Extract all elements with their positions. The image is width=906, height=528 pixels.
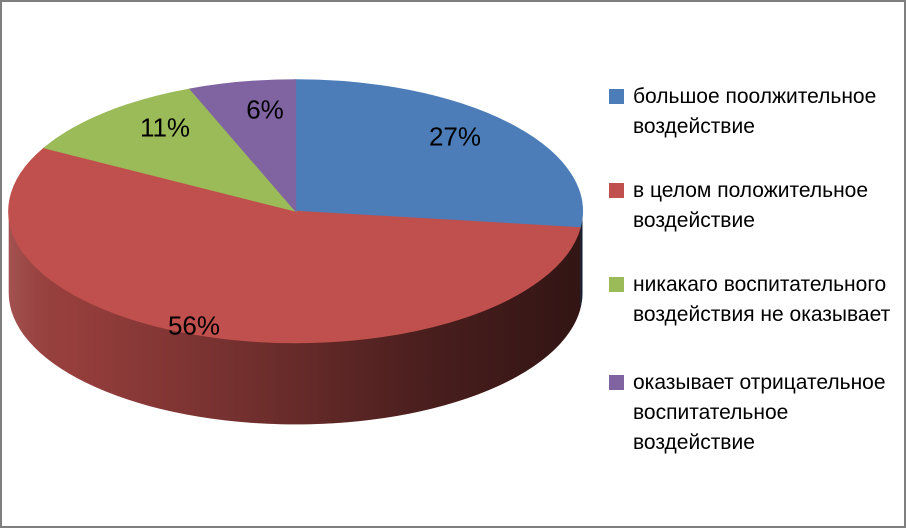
slice-label-red: 56% (167, 310, 221, 341)
legend-label-purple: оказывает отрицательное воспитательное в… (633, 371, 886, 454)
legend-label-blue: большое поолжительное воздействие (633, 85, 877, 138)
legend-marker-blue-icon (609, 89, 624, 104)
pie-top-face (8, 79, 583, 344)
legend-label-green: никакаго воспитательного воздействия не … (633, 273, 891, 326)
slice-label-purple: 6% (246, 94, 284, 125)
legend-marker-green-icon (609, 277, 624, 292)
legend: большое поолжительное воздействие в цело… (609, 2, 904, 526)
legend-item-red: в целом положительное воздействие (609, 176, 868, 236)
legend-marker-purple-icon (609, 375, 624, 390)
legend-marker-red-icon (609, 183, 624, 198)
pie-side-3d (8, 211, 583, 425)
slice-label-green: 11% (139, 112, 191, 143)
legend-item-blue: большое поолжительное воздействие (609, 82, 876, 142)
slice-label-blue: 27% (428, 121, 482, 152)
legend-label-red: в целом положительное воздействие (633, 179, 869, 232)
legend-item-purple: оказывает отрицательное воспитательное в… (609, 368, 886, 458)
legend-item-green: никакаго воспитательного воздействия не … (609, 270, 890, 330)
